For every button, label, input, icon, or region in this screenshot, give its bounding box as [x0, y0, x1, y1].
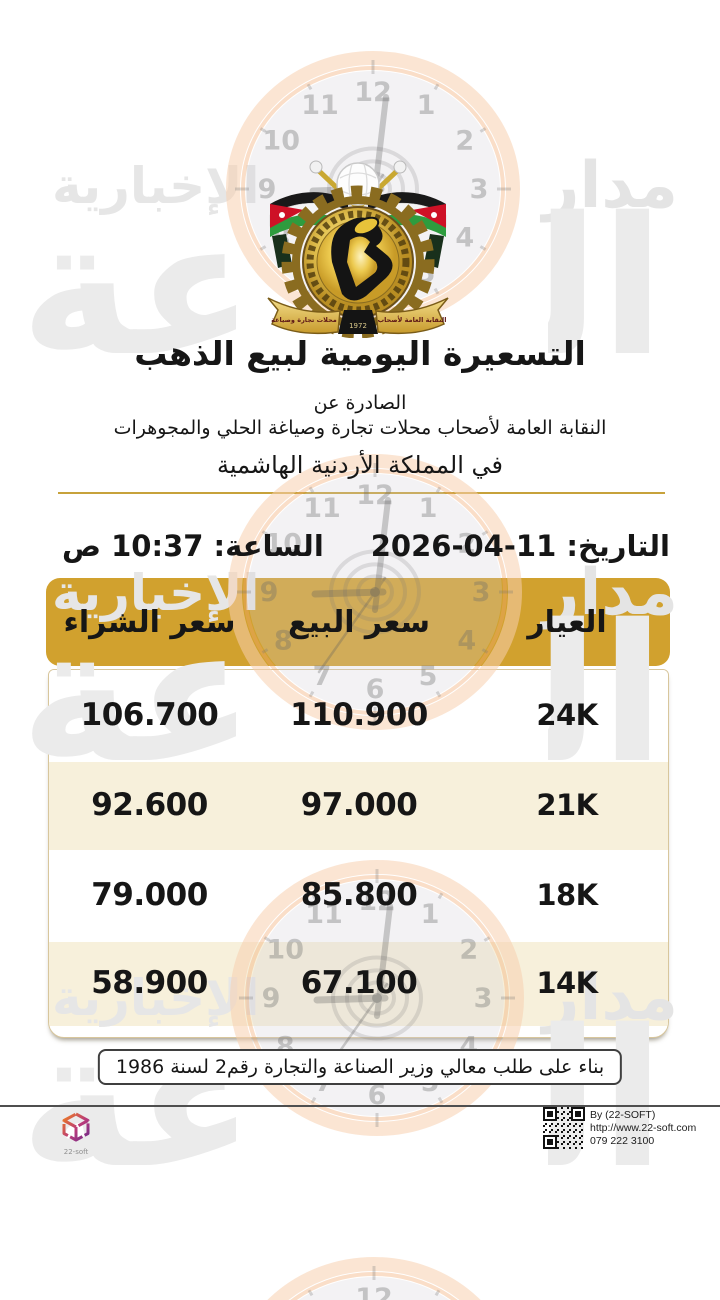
- table-row-stripe: [49, 762, 668, 850]
- syndicate-emblem: 1972 محلات تجارة وصياغة النقابة العامة ل…: [267, 160, 449, 338]
- credit-by: By (22-SOFT): [590, 1109, 656, 1121]
- page-title: التسعيرة اليومية لبيع الذهب: [134, 334, 586, 373]
- emblem-ribbon-right: النقابة العامة لأصحاب: [378, 315, 447, 324]
- cell-buy-18K: 79.000: [91, 877, 208, 913]
- subtitle-syndicate: النقابة العامة لأصحاب محلات تجارة وصياغة…: [113, 417, 607, 439]
- cell-karat-24K: 24K: [536, 698, 598, 732]
- time-value: الساعة: 10:37 ص: [62, 529, 324, 563]
- credit-block: By (22-SOFT) http://www.22-soft.com 079 …: [590, 1109, 696, 1148]
- svg-text:1: 1: [417, 90, 436, 121]
- watermark-big-word-clip: الساعة: [19, 1014, 236, 1210]
- watermark-big-word-clip: الساعة: [548, 202, 665, 398]
- svg-text:12: 12: [356, 480, 394, 511]
- qr-code: [543, 1107, 585, 1149]
- cell-sell-21K: 97.000: [300, 787, 418, 823]
- cell-karat-14K: 14K: [536, 966, 598, 1000]
- subtitle-issued-by: الصادرة عن: [313, 392, 407, 414]
- table-header-row: العيار سعر البيع سعر الشراء: [48, 578, 667, 666]
- cell-buy-21K: 92.600: [91, 787, 208, 823]
- emblem-year: 1972: [349, 322, 367, 330]
- cell-buy-14K: 58.900: [91, 965, 208, 1001]
- cell-sell-14K: 67.100: [300, 965, 418, 1001]
- credit-phone: 079 222 3100: [590, 1135, 655, 1147]
- credit-url: http://www.22-soft.com: [590, 1122, 697, 1134]
- date-time-row: التاريخ: 11-04-2026 الساعة: 10:37 ص: [0, 524, 720, 568]
- cube-logo-icon: [62, 1112, 90, 1142]
- svg-text:3: 3: [470, 174, 489, 205]
- svg-text:11: 11: [302, 1296, 340, 1300]
- footer-divider: [0, 1105, 720, 1107]
- svg-text:1: 1: [418, 1296, 437, 1300]
- subtitle-kingdom: في المملكة الأردنية الهاشمية: [216, 451, 504, 479]
- price-table: 24K 110.900 106.700 21K 97.000 92.600 18K 85.80…: [48, 669, 667, 1025]
- svg-text:12: 12: [354, 77, 392, 108]
- software-logo: 22-soft: [56, 1111, 96, 1156]
- cell-sell-18K: 85.800: [300, 877, 418, 913]
- watermark-big-word-clip: الساعة: [19, 202, 236, 398]
- emblem-ribbon-left: محلات تجارة وصياغة: [271, 316, 337, 324]
- cell-karat-18K: 18K: [536, 878, 598, 912]
- svg-text:1: 1: [419, 493, 438, 524]
- decree-footnote: بناء على طلب معالي وزير الصناعة والتجارة…: [97, 1049, 623, 1085]
- watermark-text: مدار: [542, 149, 678, 223]
- svg-text:11: 11: [301, 90, 339, 121]
- cell-karat-21K: 21K: [536, 788, 598, 822]
- cell-buy-24K: 106.700: [80, 697, 219, 733]
- gold-separator-line: [58, 492, 665, 494]
- column-header-karat: العيار: [527, 604, 607, 640]
- cell-sell-24K: 110.900: [290, 697, 428, 733]
- watermark-text: الإخبارية: [52, 157, 260, 215]
- date-value: التاريخ: 11-04-2026: [370, 529, 670, 563]
- svg-text:12: 12: [355, 1283, 393, 1300]
- software-logo-label: 22-soft: [63, 1148, 89, 1156]
- column-header-buy: سعر الشراء: [63, 604, 236, 640]
- column-header-sell: سعر البيع: [287, 604, 431, 640]
- svg-text:11: 11: [303, 493, 341, 524]
